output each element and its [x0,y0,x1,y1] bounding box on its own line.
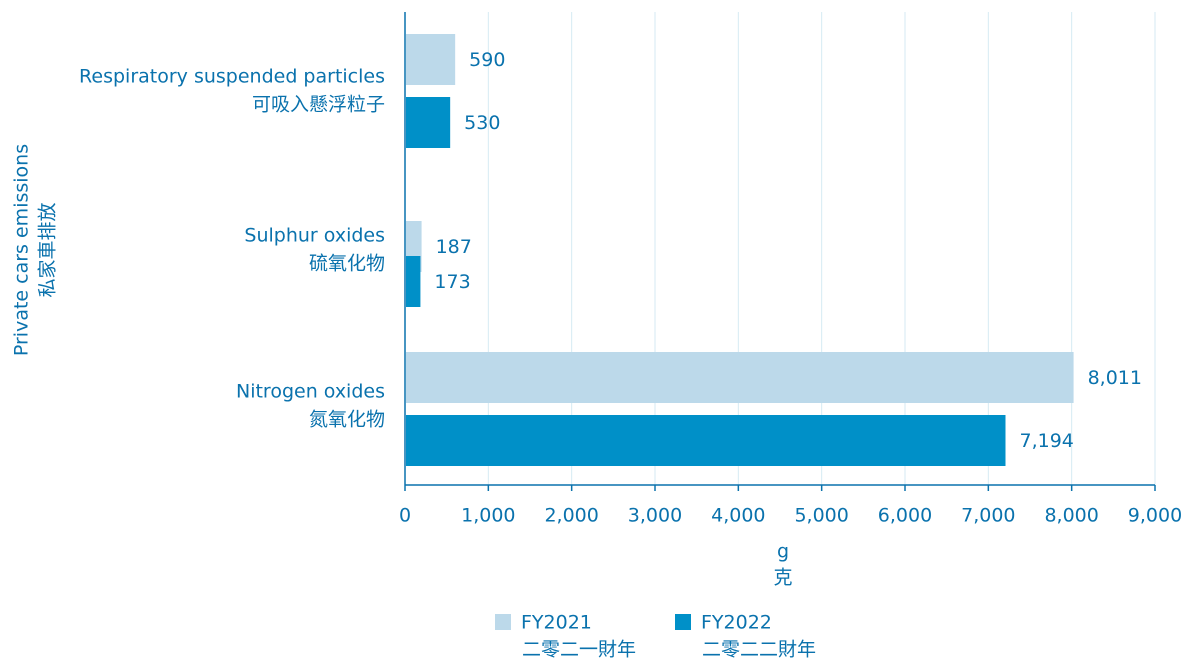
bar [406,256,421,307]
value-label: 187 [436,236,472,258]
x-tick-label: 0 [399,505,411,527]
x-tick-label: 2,000 [544,505,598,527]
value-label: 590 [469,49,505,71]
x-tick-label: 3,000 [628,505,682,527]
legend-swatch [675,614,691,630]
legend-label: FY2022 [701,612,772,634]
y-tick-label-zh: 硫氧化物 [309,253,385,275]
y-axis-label-zh: 私家車排放 [37,202,59,297]
legend-label-zh: 二零二一財年 [522,639,636,660]
value-label: 173 [434,271,470,293]
y-tick-label: Sulphur oxides [244,225,385,247]
value-label: 530 [464,112,500,134]
y-tick-label: Respiratory suspended particles [79,66,385,88]
bar [406,352,1074,403]
x-axis-label-zh: 克 [773,567,792,589]
x-axis-label: g [777,541,789,563]
x-tick-label: 1,000 [461,505,515,527]
x-tick-label: 4,000 [711,505,765,527]
y-tick-label-zh: 可吸入懸浮粒子 [252,94,385,116]
bar [406,415,1006,466]
x-tick-label: 6,000 [878,505,932,527]
legend-swatch [495,614,511,630]
x-tick-label: 9,000 [1128,505,1182,527]
legend-label: FY2021 [521,612,592,634]
x-tick-label: 7,000 [961,505,1015,527]
bar [406,97,451,148]
x-tick-label: 5,000 [794,505,848,527]
value-label: 8,011 [1088,367,1142,389]
x-tick-label: 8,000 [1044,505,1098,527]
value-label: 7,194 [1020,430,1074,452]
y-tick-label-zh: 氮氧化物 [309,409,385,431]
legend-label-zh: 二零二二財年 [702,639,816,660]
y-axis-label: Private cars emissions [11,144,33,356]
y-tick-label: Nitrogen oxides [236,381,385,403]
bar [406,34,456,85]
